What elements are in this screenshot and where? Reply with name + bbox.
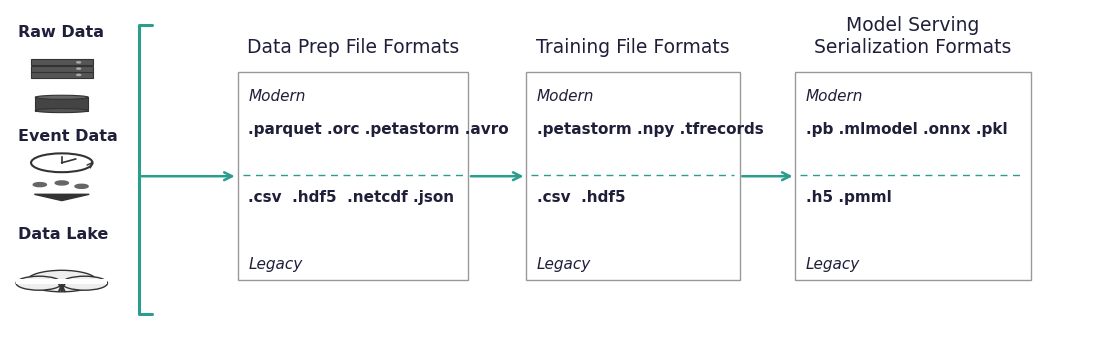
FancyBboxPatch shape <box>31 59 92 65</box>
Text: Model Serving
Serialization Formats: Model Serving Serialization Formats <box>815 16 1012 57</box>
Text: Raw Data: Raw Data <box>18 25 103 40</box>
Text: .csv  .hdf5  .netcdf .json: .csv .hdf5 .netcdf .json <box>249 190 455 205</box>
Text: .h5 .pmml: .h5 .pmml <box>806 190 892 205</box>
Text: .parquet .orc .petastorm .avro: .parquet .orc .petastorm .avro <box>249 122 509 137</box>
Circle shape <box>77 62 80 63</box>
Text: Event Data: Event Data <box>18 129 118 144</box>
Circle shape <box>62 276 108 290</box>
Circle shape <box>55 181 68 185</box>
Text: Modern: Modern <box>249 89 306 104</box>
Text: .petastorm .npy .tfrecords: .petastorm .npy .tfrecords <box>537 122 763 137</box>
Text: Data Lake: Data Lake <box>18 227 108 242</box>
FancyBboxPatch shape <box>795 72 1031 280</box>
Ellipse shape <box>35 108 88 113</box>
FancyBboxPatch shape <box>35 97 88 111</box>
Circle shape <box>77 68 80 69</box>
Text: Legacy: Legacy <box>806 257 860 272</box>
FancyBboxPatch shape <box>238 72 468 280</box>
Text: Modern: Modern <box>537 89 595 104</box>
Text: Legacy: Legacy <box>249 257 303 272</box>
FancyBboxPatch shape <box>526 72 740 280</box>
Polygon shape <box>34 194 89 201</box>
Circle shape <box>75 184 88 188</box>
Text: .csv  .hdf5: .csv .hdf5 <box>537 190 625 205</box>
Circle shape <box>33 183 46 187</box>
FancyBboxPatch shape <box>31 72 92 78</box>
Text: Training File Formats: Training File Formats <box>536 38 730 57</box>
FancyBboxPatch shape <box>17 279 108 284</box>
Text: Modern: Modern <box>806 89 863 104</box>
FancyBboxPatch shape <box>31 66 92 72</box>
Circle shape <box>26 270 97 292</box>
Text: Legacy: Legacy <box>537 257 591 272</box>
Ellipse shape <box>35 95 88 99</box>
Text: .pb .mlmodel .onnx .pkl: .pb .mlmodel .onnx .pkl <box>806 122 1007 137</box>
Circle shape <box>77 74 80 76</box>
Circle shape <box>17 276 62 290</box>
Text: Data Prep File Formats: Data Prep File Formats <box>247 38 459 57</box>
